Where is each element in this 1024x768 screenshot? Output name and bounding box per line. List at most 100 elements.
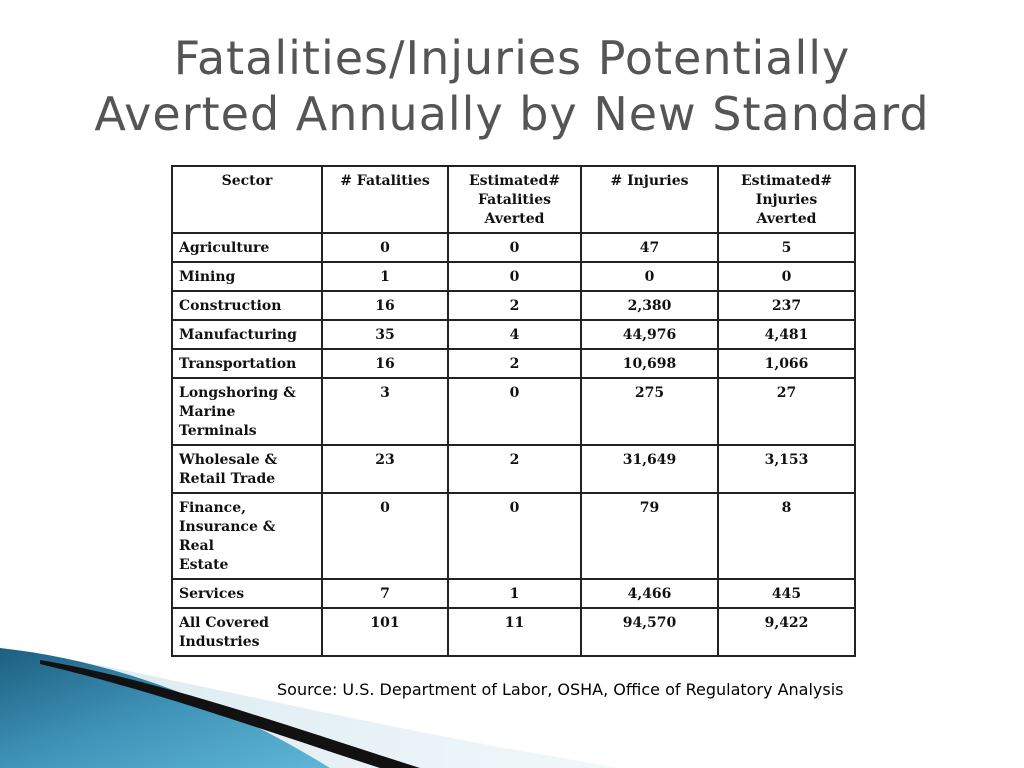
sector-label-line: Agriculture xyxy=(179,240,270,256)
sector-label-line: Mining xyxy=(179,269,236,285)
injuries-cell: 31,649 xyxy=(580,444,719,494)
injuries-cell: 44,976 xyxy=(580,319,719,350)
fatalities-averted-cell: 1 xyxy=(447,578,582,609)
fatalities-cell: 7 xyxy=(321,578,449,609)
fatalities-averted-cell: 11 xyxy=(447,607,582,657)
column-header-line: # Injuries xyxy=(610,173,689,189)
injuries-cell: 2,380 xyxy=(580,290,719,321)
injuries-averted-cell: 9,422 xyxy=(717,607,856,657)
column-header-line: Averted xyxy=(756,211,817,227)
sector-label-line: Construction xyxy=(179,298,282,314)
table-row: Mining 1 0 0 0 xyxy=(171,261,856,292)
sector-cell: Transportation xyxy=(171,348,323,379)
sector-label-line: Retail Trade xyxy=(179,471,276,487)
table-row: Finance, Insurance & Real Estate 0 0 79 8 xyxy=(171,492,856,580)
injuries-cell: 4,466 xyxy=(580,578,719,609)
column-header: Sector xyxy=(171,165,323,234)
sector-cell: Agriculture xyxy=(171,232,323,263)
fatalities-averted-cell: 2 xyxy=(447,290,582,321)
sector-label-line: Industries xyxy=(179,634,260,650)
injuries-cell: 10,698 xyxy=(580,348,719,379)
injuries-averted-cell: 3,153 xyxy=(717,444,856,494)
sector-label-line: Manufacturing xyxy=(179,327,297,343)
table-row: Transportation 16 2 10,698 1,066 xyxy=(171,348,856,379)
injuries-cell: 0 xyxy=(580,261,719,292)
injuries-averted-cell: 8 xyxy=(717,492,856,580)
fatalities-cell: 35 xyxy=(321,319,449,350)
sector-label-line: All Covered xyxy=(179,615,269,631)
column-header-line: # Fatalities xyxy=(340,173,430,189)
fatalities-averted-cell: 0 xyxy=(447,232,582,263)
sector-label-line: Marine xyxy=(179,404,236,420)
injuries-cell: 79 xyxy=(580,492,719,580)
injuries-cell: 94,570 xyxy=(580,607,719,657)
sector-label-line: Estate xyxy=(179,557,229,573)
injuries-averted-cell: 1,066 xyxy=(717,348,856,379)
column-header-line: Averted xyxy=(484,211,545,227)
slide-title: Fatalities/Injuries Potentially Averted … xyxy=(0,30,1024,142)
fatalities-averted-cell: 0 xyxy=(447,261,582,292)
injuries-averted-cell: 0 xyxy=(717,261,856,292)
fatalities-cell: 0 xyxy=(321,232,449,263)
fatalities-injuries-table: Sector # Fatalities Estimated# Fatalities Av… xyxy=(171,165,856,657)
column-header-line: Injuries xyxy=(755,192,818,208)
injuries-averted-cell: 445 xyxy=(717,578,856,609)
fatalities-cell: 16 xyxy=(321,290,449,321)
injuries-averted-cell: 5 xyxy=(717,232,856,263)
fatalities-cell: 3 xyxy=(321,377,449,446)
sector-label-line: Longshoring & xyxy=(179,385,296,401)
fatalities-averted-cell: 2 xyxy=(447,444,582,494)
swoosh-light-band xyxy=(0,648,620,768)
table-row: Longshoring & Marine Terminals 3 0 275 27 xyxy=(171,377,856,446)
sector-label-line: Terminals xyxy=(179,423,257,439)
sector-cell: Construction xyxy=(171,290,323,321)
sector-cell: Services xyxy=(171,578,323,609)
sector-cell: Finance, Insurance & Real Estate xyxy=(171,492,323,580)
table-row: Wholesale & Retail Trade 23 2 31,649 3,153 xyxy=(171,444,856,494)
column-header-line: Sector xyxy=(221,173,273,189)
source-citation: Source: U.S. Department of Labor, OSHA, … xyxy=(277,680,844,699)
fatalities-averted-cell: 2 xyxy=(447,348,582,379)
column-header: # Fatalities xyxy=(321,165,449,234)
column-header-line: Fatalities xyxy=(478,192,551,208)
slide-title-line-2: Averted Annually by New Standard xyxy=(94,87,930,141)
table-row: Manufacturing 35 4 44,976 4,481 xyxy=(171,319,856,350)
sector-label-line: Services xyxy=(179,586,245,602)
injuries-averted-cell: 27 xyxy=(717,377,856,446)
injuries-averted-cell: 4,481 xyxy=(717,319,856,350)
sector-label-line: Finance, xyxy=(179,500,246,516)
swoosh-black-stroke xyxy=(40,660,420,768)
fatalities-cell: 0 xyxy=(321,492,449,580)
fatalities-averted-cell: 4 xyxy=(447,319,582,350)
table-body: Agriculture 0 0 47 5 Mining 1 0 0 0 Construction 16… xyxy=(171,232,856,657)
column-header: Estimated# Injuries Averted xyxy=(717,165,856,234)
table-row: Services 7 1 4,466 445 xyxy=(171,578,856,609)
injuries-cell: 275 xyxy=(580,377,719,446)
swoosh-blue-band xyxy=(0,648,330,768)
sector-cell: Mining xyxy=(171,261,323,292)
sector-label-line: Insurance & Real xyxy=(179,519,276,554)
injuries-averted-cell: 237 xyxy=(717,290,856,321)
fatalities-cell: 101 xyxy=(321,607,449,657)
fatalities-averted-cell: 0 xyxy=(447,377,582,446)
fatalities-averted-cell: 0 xyxy=(447,492,582,580)
injuries-cell: 47 xyxy=(580,232,719,263)
sector-cell: Longshoring & Marine Terminals xyxy=(171,377,323,446)
slide-title-line-1: Fatalities/Injuries Potentially xyxy=(173,31,851,85)
sector-cell: Wholesale & Retail Trade xyxy=(171,444,323,494)
column-header-line: Estimated# xyxy=(740,173,833,189)
fatalities-cell: 23 xyxy=(321,444,449,494)
fatalities-cell: 1 xyxy=(321,261,449,292)
table-header-row: Sector # Fatalities Estimated# Fatalities Av… xyxy=(171,165,856,234)
table-row: Agriculture 0 0 47 5 xyxy=(171,232,856,263)
sector-label-line: Wholesale & xyxy=(179,452,278,468)
column-header: # Injuries xyxy=(580,165,719,234)
column-header: Estimated# Fatalities Averted xyxy=(447,165,582,234)
table-row: Construction 16 2 2,380 237 xyxy=(171,290,856,321)
decorative-swoosh xyxy=(0,648,620,768)
table-row: All Covered Industries 101 11 94,570 9,422 xyxy=(171,607,856,657)
column-header-line: Estimated# xyxy=(468,173,561,189)
sector-cell: All Covered Industries xyxy=(171,607,323,657)
fatalities-cell: 16 xyxy=(321,348,449,379)
sector-label-line: Transportation xyxy=(179,356,297,372)
